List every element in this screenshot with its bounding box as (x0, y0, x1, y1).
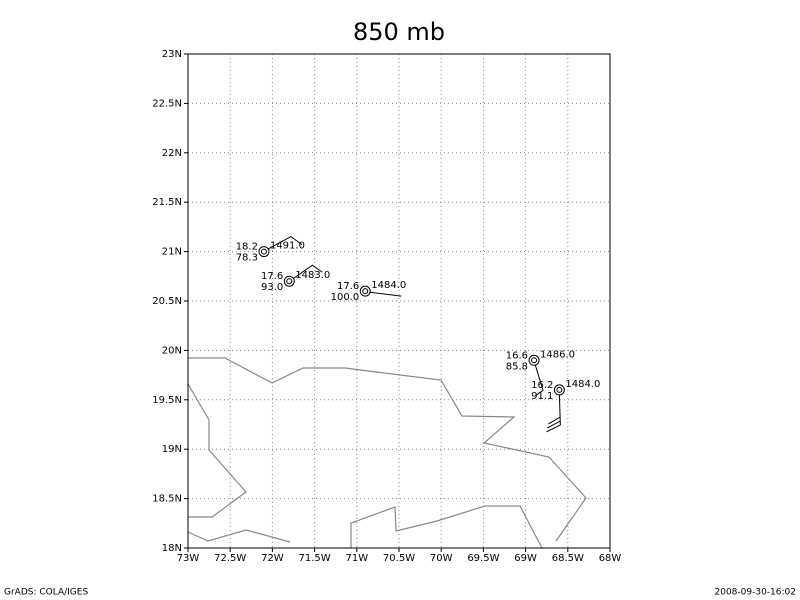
station-marker-inner (531, 357, 538, 364)
wind-barb (369, 291, 402, 297)
station-marker-inner (556, 386, 563, 393)
y-tick-label: 22.5N (152, 98, 182, 109)
y-tick-label: 23N (162, 49, 182, 60)
station-marker-inner (286, 278, 293, 285)
wind-barb (546, 393, 561, 433)
humidity-label: 91.1 (531, 391, 553, 402)
x-tick-label: 72W (261, 553, 284, 564)
station-marker (528, 354, 540, 366)
coastline (187, 529, 291, 543)
x-tick-label: 70.5W (383, 553, 415, 564)
x-tick-label: 68.5W (552, 553, 584, 564)
temperature-label: 17.6 (337, 281, 359, 292)
y-tick-label: 18.5N (152, 494, 182, 505)
height-label: 1491.0 (270, 241, 305, 252)
station: 16.291.1 1484.0 (531, 379, 600, 433)
y-tick-label: 19.5N (152, 395, 182, 406)
y-tick-label: 20.5N (152, 296, 182, 307)
humidity-label: 85.8 (506, 361, 528, 372)
wind-barb (291, 264, 323, 280)
footer-right: 2008-09-30-16:02 (715, 588, 797, 598)
station: 18.278.3 1491.0 (236, 236, 305, 264)
y-tick-label: 18N (162, 543, 182, 554)
x-tick-label: 69.5W (467, 553, 499, 564)
x-tick-label: 70W (430, 553, 453, 564)
station-marker-inner (260, 248, 267, 255)
temperature-label: 16.2 (531, 380, 553, 391)
station: 17.693.0 1483.0 (261, 264, 330, 293)
x-tick-label: 73W (177, 553, 200, 564)
temperature-label: 18.2 (236, 242, 258, 253)
humidity-label: 100.0 (331, 292, 360, 303)
station-marker (359, 285, 371, 297)
station-marker (258, 246, 270, 258)
footer-left: GrADS: COLA/IGES (4, 588, 88, 598)
y-tick-label: 19N (162, 444, 182, 455)
temperature-label: 16.6 (506, 350, 528, 361)
station: 16.685.8 1486.0 (506, 349, 575, 396)
coastlines (187, 357, 587, 549)
height-label: 1483.0 (295, 270, 330, 281)
station-marker (283, 275, 295, 287)
height-label: 1484.0 (565, 379, 600, 390)
wind-barb (534, 364, 544, 396)
coastline (188, 357, 587, 542)
x-tick-label: 69W (514, 553, 537, 564)
y-tick-label: 21N (162, 247, 182, 258)
height-label: 1486.0 (540, 349, 575, 360)
y-tick-label: 22N (162, 148, 182, 159)
coastline (187, 383, 247, 518)
coastline (350, 505, 543, 549)
station-marker-inner (362, 288, 369, 295)
humidity-label: 78.3 (236, 253, 258, 264)
station-marker (553, 384, 565, 396)
title: 850 mb (353, 18, 445, 46)
y-tick-label: 20N (162, 345, 182, 356)
x-tick-label: 71.5W (299, 553, 331, 564)
x-tick-label: 68W (599, 553, 622, 564)
plot-frame (187, 53, 611, 549)
x-tick-label: 71W (345, 553, 368, 564)
x-tick-label: 72.5W (214, 553, 246, 564)
y-tick-label: 21.5N (152, 197, 182, 208)
wind-barb (266, 236, 303, 251)
height-label: 1484.0 (371, 280, 406, 291)
humidity-label: 93.0 (261, 282, 283, 293)
temperature-label: 17.6 (261, 271, 283, 282)
